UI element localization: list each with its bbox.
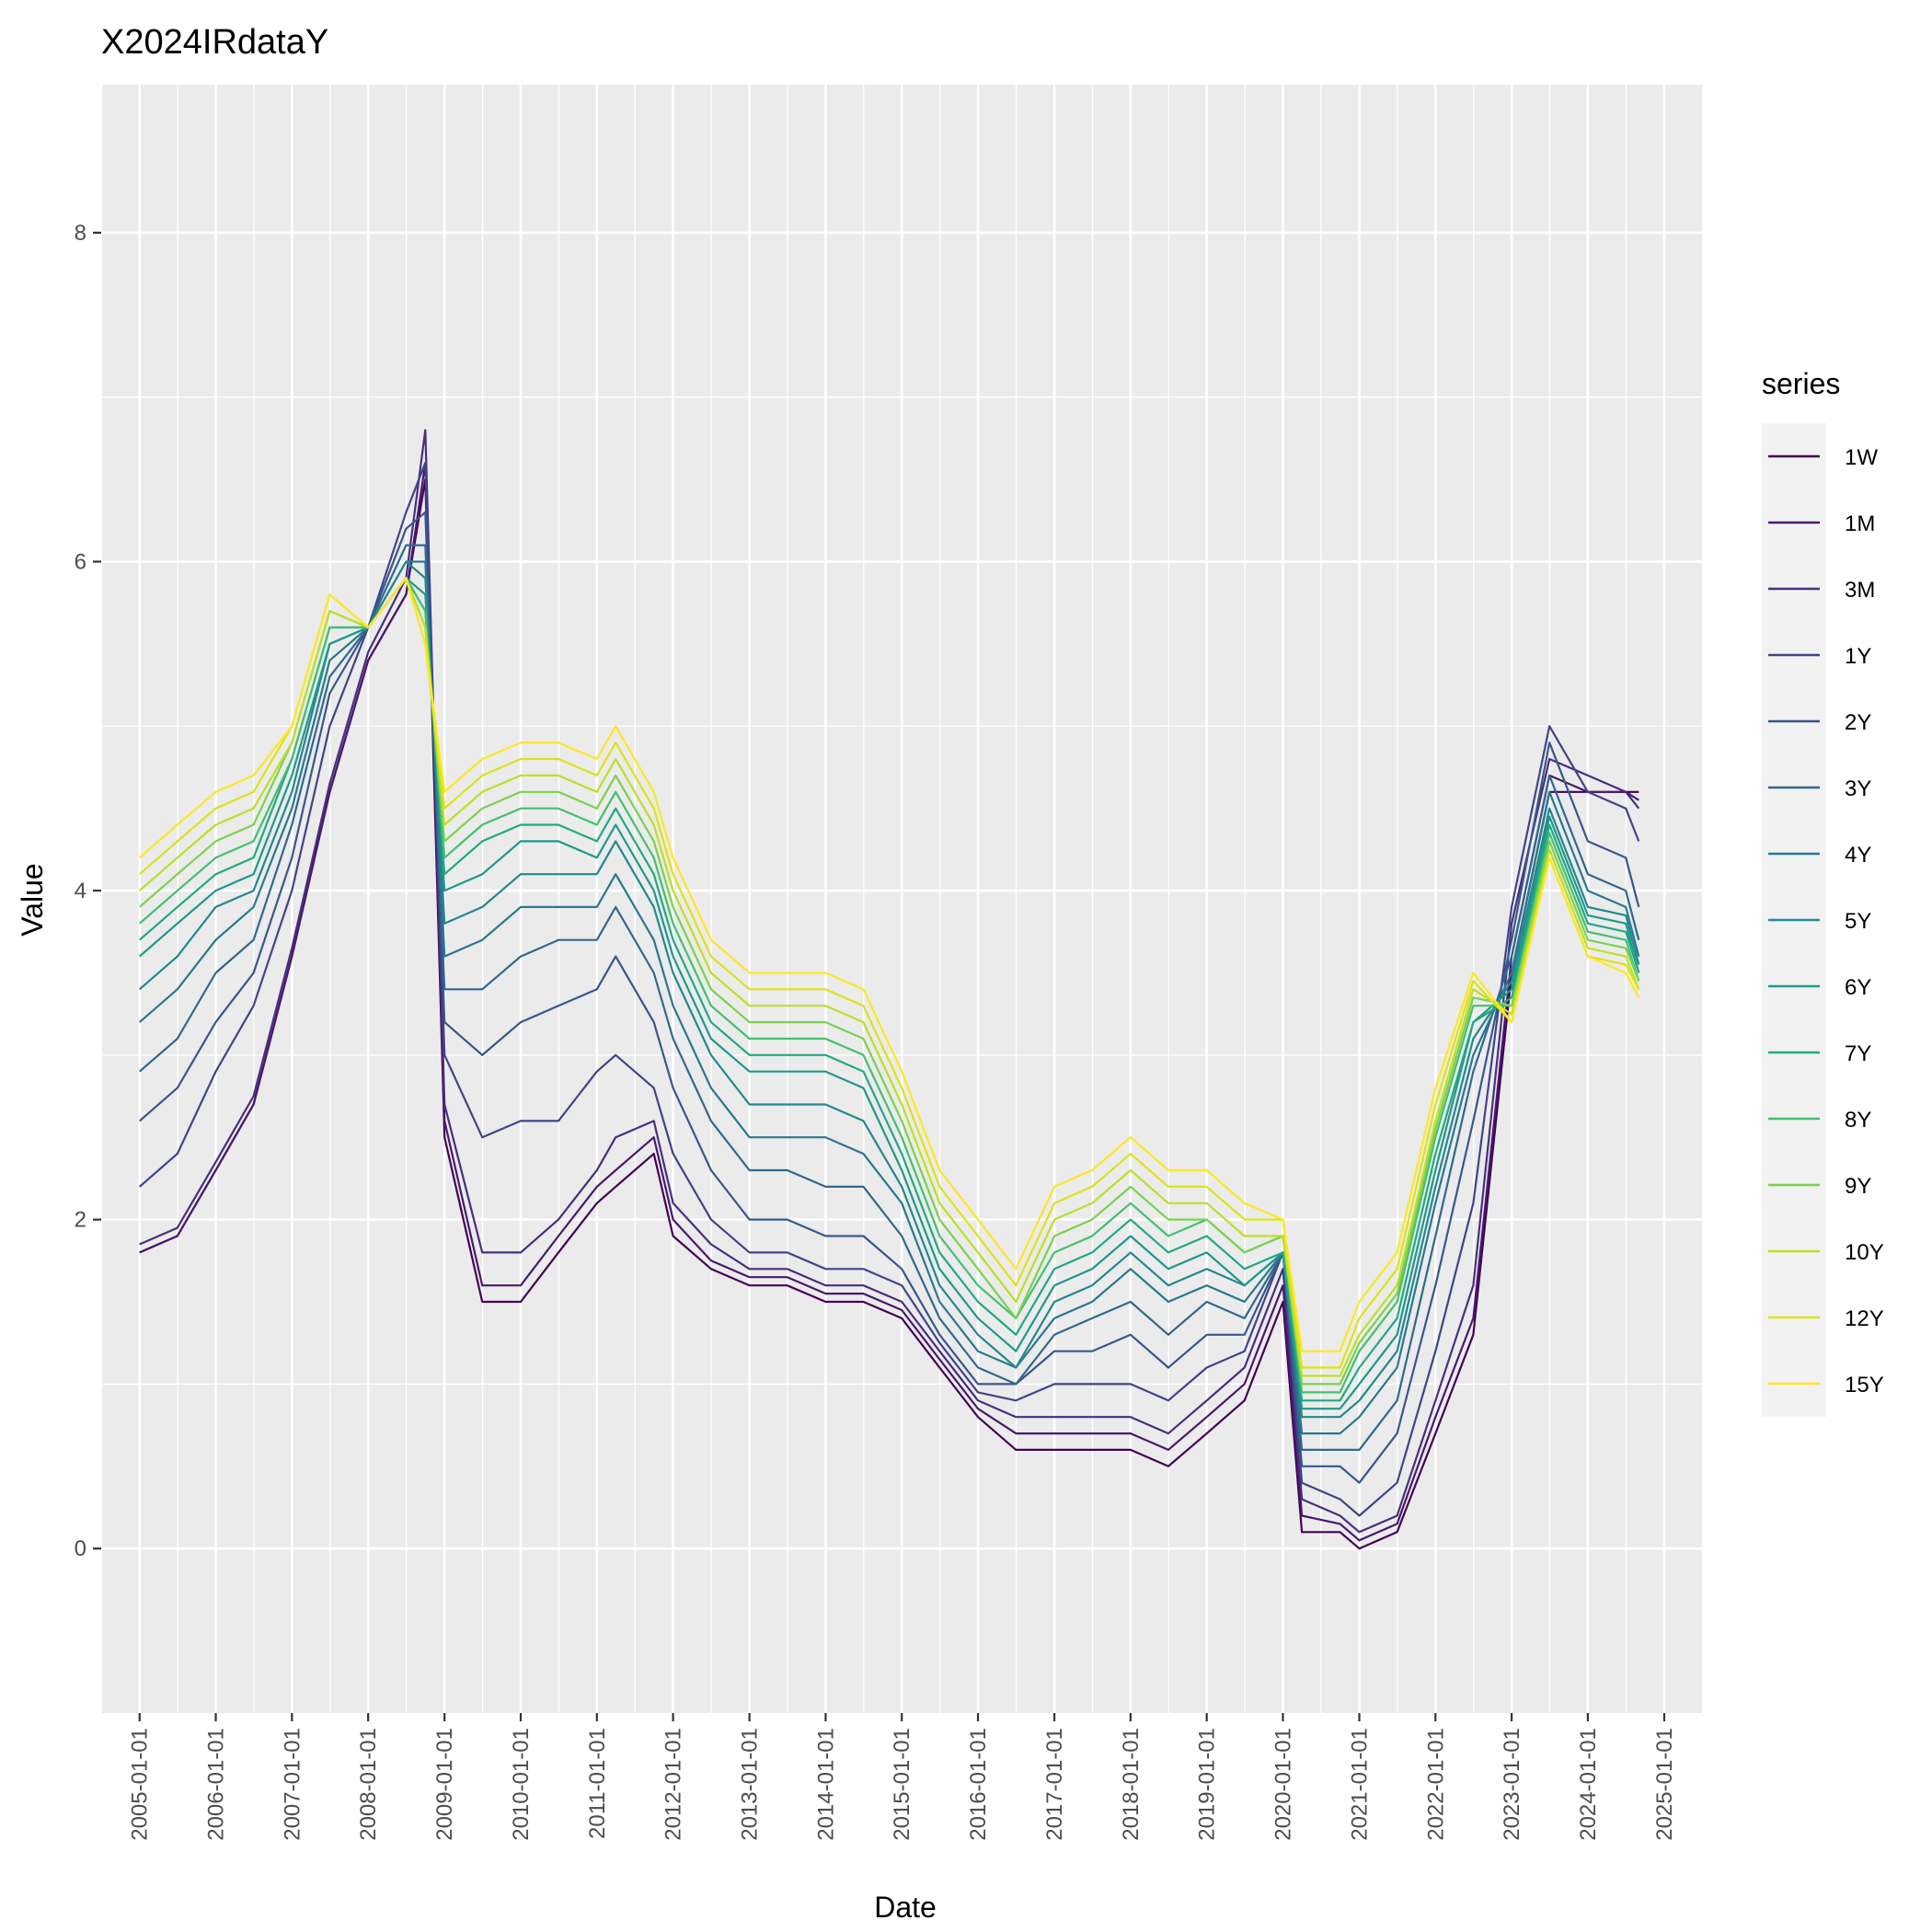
x-tick-label: 2015-01-01: [890, 1728, 914, 1841]
y-tick-label: 0: [75, 1536, 86, 1561]
x-axis-title: Date: [874, 1891, 937, 1924]
legend-item: 1M: [1768, 512, 1875, 536]
x-tick-label: 2014-01-01: [813, 1728, 838, 1841]
legend-item: 5Y: [1768, 909, 1871, 934]
series-line-5y: [138, 560, 1640, 1419]
series-line-3y: [138, 544, 1640, 1452]
x-tick-label: 2018-01-01: [1119, 1728, 1144, 1841]
series-line-15y: [138, 577, 1640, 1352]
y-axis-title: Value: [16, 863, 49, 936]
series-line-4y: [138, 560, 1640, 1435]
legend-item: 4Y: [1768, 843, 1871, 868]
legend-label: 6Y: [1845, 975, 1871, 1000]
x-tick-label: 2013-01-01: [738, 1728, 763, 1841]
legend-item: 1Y: [1768, 644, 1871, 669]
x-tick-label: 2006-01-01: [204, 1728, 229, 1841]
legend-label: 1Y: [1845, 644, 1871, 669]
x-tick-label: 2017-01-01: [1042, 1728, 1067, 1841]
legend-item: 2Y: [1768, 710, 1871, 735]
x-tick-label: 2010-01-01: [509, 1728, 534, 1841]
x-tick-label: 2022-01-01: [1423, 1728, 1448, 1841]
grid-major: [101, 85, 1702, 1713]
series-line-1m: [139, 462, 1639, 1542]
x-tick-label: 2025-01-01: [1652, 1728, 1677, 1841]
legend: series 1W 1M 3M 1Y 2Y 3Y 4Y 5Y 6Y 7Y 8Y 9Y 10Y 12Y 15Y: [1762, 367, 1884, 1417]
x-tick-label: 2021-01-01: [1347, 1728, 1372, 1841]
x-tick-label: 2016-01-01: [966, 1728, 991, 1841]
x-tick-label: 2007-01-01: [280, 1728, 305, 1841]
legend-item: 12Y: [1768, 1306, 1884, 1331]
x-tick-label: 2011-01-01: [585, 1728, 610, 1839]
y-tick-label: 8: [75, 221, 86, 246]
legend-item: 9Y: [1768, 1174, 1871, 1199]
legend-item: 3Y: [1768, 776, 1871, 801]
legend-item: 6Y: [1768, 975, 1871, 1000]
legend-label: 2Y: [1845, 710, 1871, 735]
x-tick-label: 2009-01-01: [432, 1728, 457, 1841]
chart-title: X2024IRdataY: [101, 23, 328, 62]
legend-title: series: [1762, 367, 1840, 400]
legend-item: 15Y: [1768, 1373, 1884, 1397]
x-tick-label: 2020-01-01: [1271, 1728, 1295, 1841]
legend-item: 10Y: [1768, 1240, 1884, 1265]
legend-label: 3Y: [1845, 776, 1871, 801]
y-axis: 0 2 4 6 8: [75, 221, 101, 1561]
legend-label: 5Y: [1845, 909, 1871, 934]
series-line-3m: [139, 429, 1640, 1534]
legend-label: 8Y: [1845, 1108, 1871, 1133]
legend-label: 15Y: [1845, 1373, 1884, 1397]
y-tick-label: 6: [75, 549, 86, 574]
x-tick-label: 2012-01-01: [661, 1728, 686, 1841]
legend-label: 12Y: [1845, 1306, 1884, 1331]
legend-label: 4Y: [1845, 843, 1871, 868]
legend-label: 1M: [1845, 512, 1875, 536]
x-tick-label: 2023-01-01: [1500, 1728, 1524, 1841]
legend-item: 7Y: [1768, 1041, 1871, 1066]
y-tick-label: 2: [75, 1208, 86, 1233]
x-tick-label: 2024-01-01: [1576, 1728, 1601, 1841]
x-tick-label: 2008-01-01: [356, 1728, 381, 1841]
legend-items: 1W 1M 3M 1Y 2Y 3Y 4Y 5Y 6Y 7Y 8Y 9Y 10Y 12Y 15Y: [1768, 445, 1884, 1397]
y-tick-label: 4: [75, 879, 86, 903]
series-line-2y: [138, 511, 1640, 1484]
legend-label: 9Y: [1845, 1174, 1871, 1199]
x-axis: 2005-01-01 2006-01-01 2007-01-01 2008-01-01…: [128, 1713, 1677, 1841]
legend-label: 3M: [1845, 578, 1875, 603]
legend-item: 1W: [1768, 445, 1878, 470]
x-tick-label: 2005-01-01: [128, 1728, 153, 1841]
legend-label: 7Y: [1845, 1041, 1871, 1066]
series-lines: [138, 429, 1640, 1550]
legend-label: 1W: [1845, 445, 1878, 470]
legend-item: 8Y: [1768, 1108, 1871, 1133]
legend-label: 10Y: [1845, 1240, 1884, 1265]
legend-item: 3M: [1768, 578, 1875, 603]
series-line-6y: [138, 577, 1640, 1410]
series-line-1y: [138, 462, 1640, 1517]
x-tick-label: 2019-01-01: [1195, 1728, 1220, 1841]
